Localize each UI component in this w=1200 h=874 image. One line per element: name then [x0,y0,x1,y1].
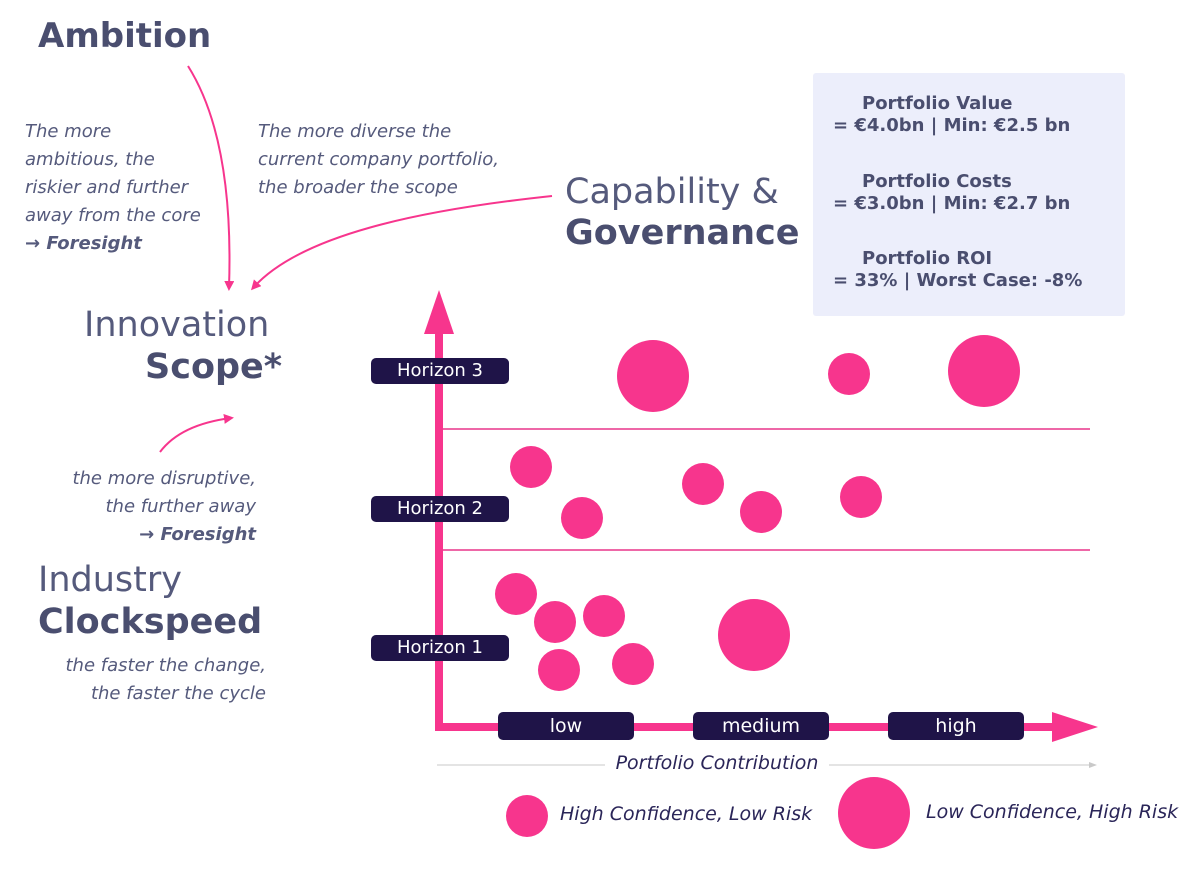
metric-portfolio-costs: Portfolio Costs = €3.0bn | Min: €2.7 bn [833,171,1070,215]
disruptive-note: the more disruptive, the further away → … [20,465,256,549]
ambition-note: The more ambitious, the riskier and furt… [25,118,201,258]
project-bubble [682,463,724,505]
metric-label: Portfolio Value [862,93,1013,114]
project-bubble [495,573,537,615]
project-bubble [840,476,882,518]
legend-small-label: High Confidence, Low Risk [560,803,813,825]
project-bubble [583,595,625,637]
metric-portfolio-value: Portfolio Value = €4.0bn | Min: €2.5 bn [833,93,1070,137]
project-bubble [617,340,689,412]
horizon-1-label: Horizon 1 [371,635,509,661]
clockspeed-title: Clockspeed [38,602,263,642]
scope-note-line: The more diverse the [258,121,452,142]
x-axis-title: Portfolio Contribution [605,750,829,776]
metric-value: = €3.0bn | Min: €2.7 bn [833,193,1071,214]
ambition-note-line: riskier and further [25,177,189,198]
legend-large-bubble [838,777,910,849]
contribution-low-label: low [498,712,634,740]
metric-value: = 33% | Worst Case: -8% [833,270,1083,291]
legend-large-label: Low Confidence, High Risk [926,801,1179,823]
project-bubble [538,649,580,691]
metric-label: Portfolio ROI [862,248,993,269]
project-bubble [561,497,603,539]
metric-label: Portfolio Costs [862,171,1012,192]
scope-note-line: current company portfolio, [258,149,500,170]
scope-note: The more diverse the current company por… [258,118,499,202]
metric-portfolio-roi: Portfolio ROI = 33% | Worst Case: -8% [833,248,1082,292]
scope-note-line: the broader the scope [258,177,458,198]
project-bubble [740,491,782,533]
clockspeed-note-line: the faster the change, [65,655,267,676]
ambition-foresight: → Foresight [25,233,142,254]
axis-title-rule-arrowhead [1089,762,1097,768]
industry-title: Industry [38,560,182,600]
clockspeed-note-line: the faster the cycle [90,683,266,704]
project-bubble [510,446,552,488]
ambition-note-line: away from the core [25,205,201,226]
governance-title: Governance [565,213,800,253]
contribution-high-label: high [888,712,1024,740]
capability-title: Capability & [565,172,779,212]
project-bubble [718,599,790,671]
portfolio-metrics-panel: Portfolio Value = €4.0bn | Min: €2.5 bn … [813,73,1125,316]
ambition-note-line: The more [25,121,112,142]
clockspeed-note: the faster the change, the faster the cy… [20,652,267,708]
project-bubble [612,643,654,685]
metric-value: = €4.0bn | Min: €2.5 bn [833,115,1071,136]
innovation-title: Innovation [84,305,270,345]
project-bubble [534,601,576,643]
x-axis-arrowhead [1052,712,1098,742]
y-axis-arrowhead [424,290,454,334]
capability-arrow [251,195,553,291]
ambition-arrow [187,65,235,291]
disruptive-note-line: the more disruptive, [72,468,256,489]
scope-title: Scope* [145,347,283,387]
disruptive-foresight: → Foresight [139,524,256,545]
project-bubble [948,335,1020,407]
horizon-2-label: Horizon 2 [371,496,509,522]
contribution-medium-label: medium [693,712,829,740]
ambition-title: Ambition [38,16,212,56]
ambition-note-line: ambitious, the [25,149,155,170]
project-bubble [828,353,870,395]
disruptive-arrow [159,413,234,453]
horizon-3-label: Horizon 3 [371,358,509,384]
legend-small-bubble [506,795,548,837]
disruptive-note-line: the further away [105,496,256,517]
